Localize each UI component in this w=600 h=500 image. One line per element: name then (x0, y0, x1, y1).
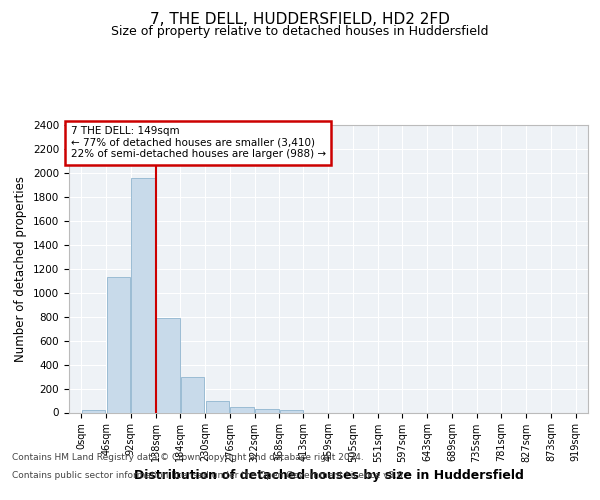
Text: Size of property relative to detached houses in Huddersfield: Size of property relative to detached ho… (111, 25, 489, 38)
Bar (82, 410, 106, 412)
Bar (131, 178, 155, 412)
Text: 7 THE DELL: 149sqm
← 77% of detached houses are smaller (3,410)
22% of semi-deta: 7 THE DELL: 149sqm ← 77% of detached hou… (71, 126, 326, 160)
Text: Contains public sector information licensed under the Open Government Licence v3: Contains public sector information licen… (12, 471, 406, 480)
Bar (107, 277, 130, 412)
Bar (181, 376, 205, 412)
Bar (206, 400, 229, 412)
Y-axis label: Number of detached properties: Number of detached properties (14, 176, 28, 362)
Bar (156, 318, 180, 412)
Bar (255, 409, 278, 412)
Bar (280, 410, 303, 412)
X-axis label: Distribution of detached houses by size in Huddersfield: Distribution of detached houses by size … (134, 468, 523, 481)
Text: 7, THE DELL, HUDDERSFIELD, HD2 2FD: 7, THE DELL, HUDDERSFIELD, HD2 2FD (150, 12, 450, 28)
Text: Contains HM Land Registry data © Crown copyright and database right 2024.: Contains HM Land Registry data © Crown c… (12, 452, 364, 462)
Bar (230, 407, 254, 412)
